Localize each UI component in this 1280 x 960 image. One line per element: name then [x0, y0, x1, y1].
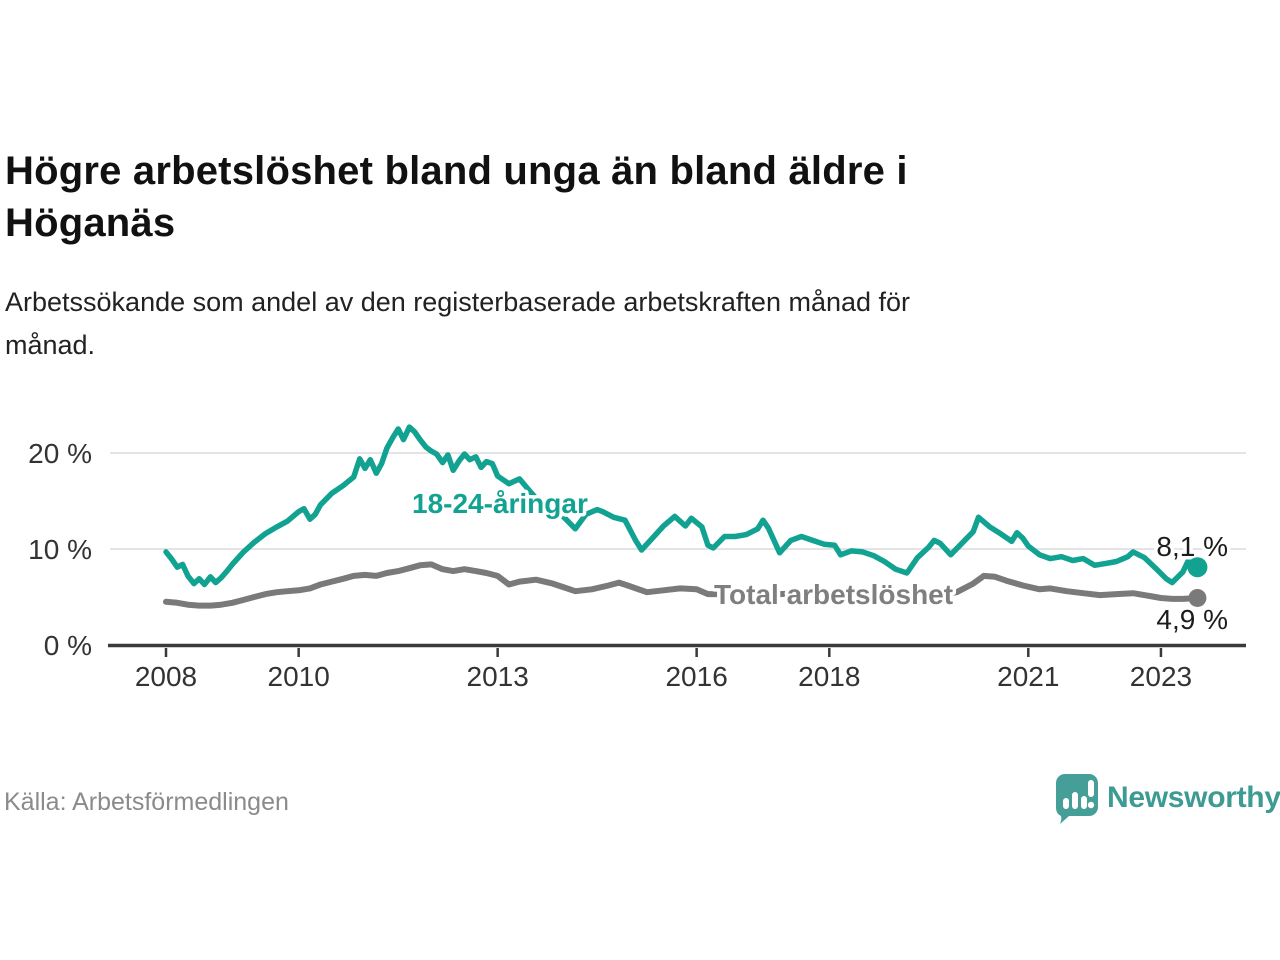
total-series-label: Total arbetslöshet	[714, 579, 953, 610]
subtitle-line-1: Arbetssökande som andel av den registerb…	[5, 287, 911, 317]
bar-1	[1063, 798, 1069, 809]
brand-wordmark: Newsworthy	[1107, 781, 1280, 814]
title-line-2: Höganäs	[5, 201, 176, 245]
chart-subtitle: Arbetssökande som andel av den registerb…	[5, 281, 1185, 367]
title-line-1: Högre arbetslöshet bland unga än bland ä…	[5, 149, 908, 193]
bar-3	[1081, 796, 1087, 809]
x-tick-label-2008: 2008	[135, 661, 197, 692]
x-tick-label-2013: 2013	[467, 661, 529, 692]
youth-unemployment-line	[163, 424, 1201, 588]
exclamation-bar	[1088, 780, 1094, 797]
total-unemployment-line	[163, 561, 1201, 609]
x-tick-label-2021: 2021	[997, 661, 1059, 692]
y-tick-label-20: 20 %	[28, 438, 92, 469]
youth-series-label: 18-24-åringar	[412, 488, 588, 519]
total-end-value-label: 4,9 %	[1156, 604, 1228, 635]
newsworthy-logo-icon	[1056, 774, 1098, 824]
x-tick-label-2010: 2010	[268, 661, 330, 692]
exclamation-dot	[1087, 801, 1095, 809]
y-tick-label-0: 0 %	[44, 630, 92, 661]
youth-end-value-label: 8,1 %	[1156, 531, 1228, 562]
x-tick-label-2016: 2016	[665, 661, 727, 692]
x-tick-label-2018: 2018	[798, 661, 860, 692]
page-title: Högre arbetslöshet bland unga än bland ä…	[5, 145, 1165, 249]
bar-2	[1072, 792, 1078, 809]
subtitle-line-2: månad.	[5, 330, 96, 360]
newsworthy-brand: Newsworthy	[1054, 772, 1280, 824]
y-tick-label-10: 10 %	[28, 534, 92, 565]
total-end-dot	[1188, 588, 1207, 607]
x-tick-label-2023: 2023	[1130, 661, 1192, 692]
youth-end-dot	[1187, 557, 1208, 578]
source-text: Källa: Arbetsförmedlingen	[4, 788, 289, 816]
